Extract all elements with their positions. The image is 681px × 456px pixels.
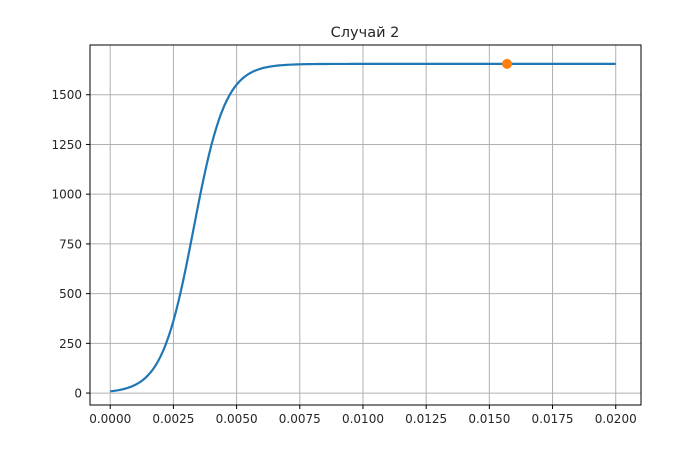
y-tick-label: 1000 bbox=[51, 188, 82, 202]
point-layer bbox=[502, 58, 513, 69]
x-tick-label: 0.0025 bbox=[152, 412, 194, 426]
y-tick-label: 750 bbox=[59, 237, 82, 251]
data-point bbox=[502, 58, 513, 69]
y-axis: 0 250 500 750 1000 1250 1500 bbox=[51, 88, 90, 401]
x-tick-label: 0.0125 bbox=[405, 412, 447, 426]
x-tick-label: 0.0200 bbox=[595, 412, 637, 426]
y-tick-label: 1500 bbox=[51, 88, 82, 102]
series-line bbox=[110, 62, 616, 393]
plot-frame bbox=[89, 44, 642, 406]
grid bbox=[90, 45, 641, 405]
chart-title: Случай 2 bbox=[331, 25, 400, 41]
x-tick-label: 0.0100 bbox=[342, 412, 384, 426]
y-tick-label: 500 bbox=[59, 287, 82, 301]
x-axis: 0.0000 0.0025 0.0050 0.0075 0.0100 0.0125 0.01… bbox=[89, 405, 637, 426]
x-tick-label: 0.0000 bbox=[89, 412, 131, 426]
series-layer bbox=[110, 62, 616, 393]
x-tick-label: 0.0050 bbox=[216, 412, 258, 426]
y-tick-label: 250 bbox=[59, 337, 82, 351]
x-tick-label: 0.0175 bbox=[532, 412, 574, 426]
x-tick-label: 0.0075 bbox=[279, 412, 321, 426]
y-tick-label: 0 bbox=[74, 387, 82, 401]
y-tick-label: 1250 bbox=[51, 138, 82, 152]
x-tick-label: 0.0150 bbox=[468, 412, 510, 426]
